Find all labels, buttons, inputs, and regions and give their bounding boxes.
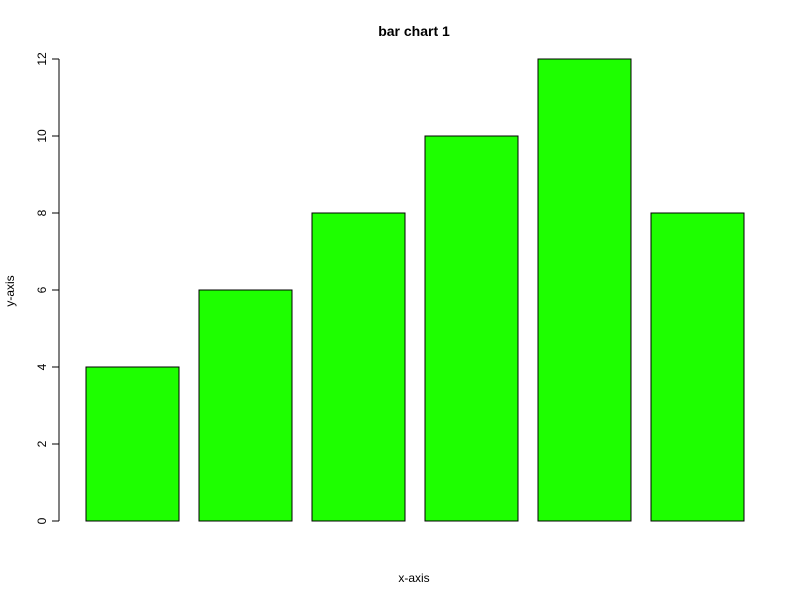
y-tick-label: 0 [35, 517, 49, 524]
y-tick-label: 6 [35, 286, 49, 293]
y-tick-label: 8 [35, 209, 49, 216]
bar [537, 58, 632, 522]
bar [198, 289, 293, 522]
bar [424, 135, 519, 522]
bar [650, 212, 745, 522]
y-tick-label: 10 [35, 129, 49, 143]
y-tick-label: 4 [35, 363, 49, 370]
bars-group [85, 58, 745, 522]
chart-title: bar chart 1 [378, 23, 450, 39]
y-axis: 0 2 4 6 8 10 12 [35, 52, 60, 524]
bar [85, 366, 180, 522]
x-axis-label: x-axis [398, 571, 429, 585]
y-axis-label: y-axis [3, 275, 17, 306]
y-tick-label: 12 [35, 52, 49, 66]
bar [311, 212, 406, 522]
y-tick-label: 2 [35, 440, 49, 447]
